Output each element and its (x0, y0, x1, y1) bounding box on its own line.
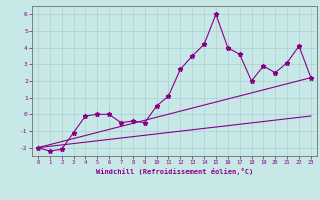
X-axis label: Windchill (Refroidissement éolien,°C): Windchill (Refroidissement éolien,°C) (96, 168, 253, 175)
